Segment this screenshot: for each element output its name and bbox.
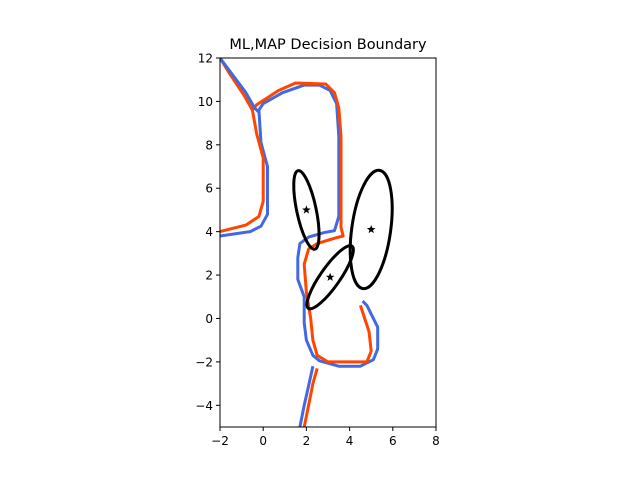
boundary-line-2	[298, 365, 315, 427]
marker-layer	[302, 205, 376, 281]
plot-frame	[219, 57, 437, 428]
y-tick-label: 2	[205, 269, 213, 283]
x-tick-label: 6	[389, 434, 397, 448]
covariance-ellipse-2	[348, 168, 394, 291]
x-tick-label: 4	[346, 434, 354, 448]
y-tick-label: −2	[195, 355, 213, 369]
center-marker-2	[366, 225, 376, 234]
y-tick-label: 6	[205, 182, 213, 196]
boundary-line-4	[302, 367, 319, 427]
chart-title: ML,MAP Decision Boundary	[229, 37, 427, 53]
x-tick-label: 0	[259, 434, 267, 448]
x-tick-label: 8	[432, 434, 440, 448]
y-tick-label: 4	[205, 225, 213, 239]
boundary-line-6	[220, 58, 260, 114]
y-tick-label: 8	[205, 138, 213, 152]
y-axis: −4 −2 0 2 4 6 8 10 12	[195, 52, 220, 413]
ellipse-layer	[292, 168, 394, 311]
series-layer	[220, 58, 380, 427]
y-tick-label: −4	[195, 399, 213, 413]
covariance-ellipse-1	[292, 169, 321, 251]
x-axis: −2 0 2 4 6 8	[211, 427, 440, 448]
x-tick-label: −2	[211, 434, 229, 448]
covariance-ellipse-3	[305, 244, 355, 311]
boundary-line-1	[220, 83, 380, 368]
center-marker-3	[325, 272, 335, 281]
center-marker-1	[302, 205, 311, 214]
y-tick-label: 10	[198, 95, 213, 109]
y-tick-label: 12	[198, 52, 213, 66]
y-tick-label: 0	[205, 312, 213, 326]
boundary-line-3	[220, 81, 373, 364]
x-tick-label: 2	[303, 434, 311, 448]
